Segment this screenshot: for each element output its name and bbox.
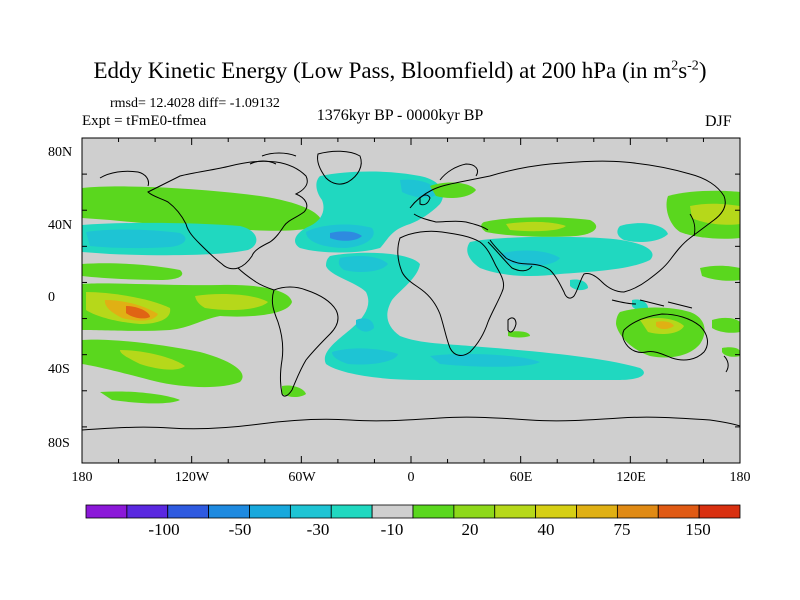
field-se-asia-patch bbox=[632, 299, 648, 311]
lat-label-80n: 80N bbox=[48, 145, 73, 160]
colorbar-swatch bbox=[453, 504, 496, 519]
coast-australia bbox=[622, 313, 708, 361]
field-tropical-atlantic-negative bbox=[324, 252, 644, 380]
field-south-atlantic-core bbox=[338, 256, 388, 272]
field-shading bbox=[82, 171, 740, 404]
colorbar-swatch bbox=[289, 504, 332, 519]
field-east-asia-negative bbox=[617, 223, 668, 242]
field-north-atlantic-core-strong bbox=[330, 231, 362, 241]
coast-alaska bbox=[99, 170, 149, 187]
season-label: DJF bbox=[705, 113, 732, 130]
colorbar-swatch bbox=[535, 504, 577, 519]
coast-north-america bbox=[147, 160, 308, 270]
colorbar-swatch bbox=[330, 504, 373, 519]
colorbar-swatch bbox=[249, 504, 291, 519]
coast-uk bbox=[419, 194, 431, 206]
field-subtropical-pacific-positive bbox=[82, 263, 183, 280]
field-south-pacific-south bbox=[100, 391, 180, 404]
colorbar-swatch bbox=[412, 504, 455, 519]
field-south-indian-positive bbox=[508, 331, 530, 338]
field-tropical-pacific-peak bbox=[126, 306, 150, 319]
lat-label-80s: 80S bbox=[48, 436, 70, 451]
coast-arabia bbox=[487, 241, 533, 272]
field-new-zealand-positive bbox=[712, 317, 740, 333]
coast-scandinavia bbox=[439, 163, 479, 181]
colorbar-label-3: -30 bbox=[306, 520, 330, 539]
field-north-atlantic-north bbox=[400, 179, 438, 198]
lat-label-40n: 40N bbox=[48, 218, 73, 233]
lat-label-40s: 40S bbox=[48, 362, 70, 377]
experiment-label: Expt = tFmE0-tfmea bbox=[82, 113, 207, 129]
field-nw-pacific-east bbox=[700, 265, 740, 281]
lon-label-120e: 120E bbox=[616, 470, 646, 485]
stats-label: rmsd= 12.4028 diff= -1.09132 bbox=[110, 96, 280, 111]
period-label: 1376kyr BP - 0000kyr BP bbox=[316, 107, 484, 124]
coastlines bbox=[82, 150, 740, 431]
field-south-atlantic-core3 bbox=[356, 318, 374, 332]
lon-label-60e: 60E bbox=[509, 470, 533, 485]
lon-label-0: 0 bbox=[407, 470, 415, 485]
colorbar-swatch bbox=[494, 504, 537, 519]
field-north-pacific-negative-core bbox=[86, 229, 186, 249]
field-south-atlantic-core2 bbox=[332, 348, 398, 365]
axis-ticks bbox=[81, 137, 741, 464]
coast-indonesia bbox=[611, 299, 693, 309]
field-north-pacific-positive bbox=[82, 186, 322, 231]
lon-label-180w: 180 bbox=[71, 470, 93, 485]
field-south-indian-core bbox=[430, 354, 540, 367]
coast-central-america bbox=[237, 267, 275, 291]
field-australia-strong bbox=[656, 321, 674, 329]
lon-label-120w: 120W bbox=[174, 470, 210, 485]
field-arabia-negative bbox=[467, 236, 653, 276]
lat-label-eq: 0 bbox=[48, 290, 55, 305]
colorbar-label-4: -10 bbox=[380, 520, 404, 539]
coast-new-zealand bbox=[723, 355, 729, 373]
colorbar-label-6: 40 bbox=[537, 520, 555, 539]
map-title: Eddy Kinetic Energy (Low Pass, Bloomfiel… bbox=[93, 58, 707, 83]
coast-arctic-islands bbox=[249, 152, 297, 165]
lon-label-180e: 180 bbox=[729, 470, 751, 485]
coast-south-america bbox=[271, 286, 339, 397]
colorbar-label-5: 20 bbox=[461, 520, 479, 539]
lon-label-60w: 60W bbox=[288, 470, 316, 485]
colorbar-swatch bbox=[371, 504, 414, 519]
coast-madagascar bbox=[507, 317, 517, 333]
colorbar-label-7: 75 bbox=[613, 520, 631, 539]
coast-antarctica bbox=[82, 416, 740, 431]
coast-asia bbox=[489, 160, 726, 299]
colorbar-label-2: -50 bbox=[228, 520, 252, 539]
colorbar-swatch bbox=[208, 504, 250, 519]
coast-africa bbox=[397, 230, 505, 356]
coast-japan bbox=[689, 213, 696, 237]
colorbar bbox=[85, 504, 741, 519]
colorbar-label-1: -100 bbox=[148, 520, 180, 539]
colorbar-swatch bbox=[616, 504, 659, 519]
field-nw-pacific-mid bbox=[690, 203, 740, 225]
colorbar-label-8: 150 bbox=[685, 520, 711, 539]
colorbar-swatch bbox=[167, 504, 210, 519]
colorbar-swatch bbox=[85, 504, 128, 519]
field-tropical-pacific-positive-mid2 bbox=[195, 294, 268, 310]
field-mediterranean-mid bbox=[506, 221, 566, 232]
field-south-pacific-positive-mid bbox=[120, 350, 185, 370]
coast-greenland bbox=[317, 150, 362, 185]
colorbar-swatch bbox=[126, 504, 169, 519]
colorbar-swatch bbox=[698, 504, 741, 519]
colorbar-swatch bbox=[657, 504, 700, 519]
colorbar-swatch bbox=[576, 504, 618, 519]
